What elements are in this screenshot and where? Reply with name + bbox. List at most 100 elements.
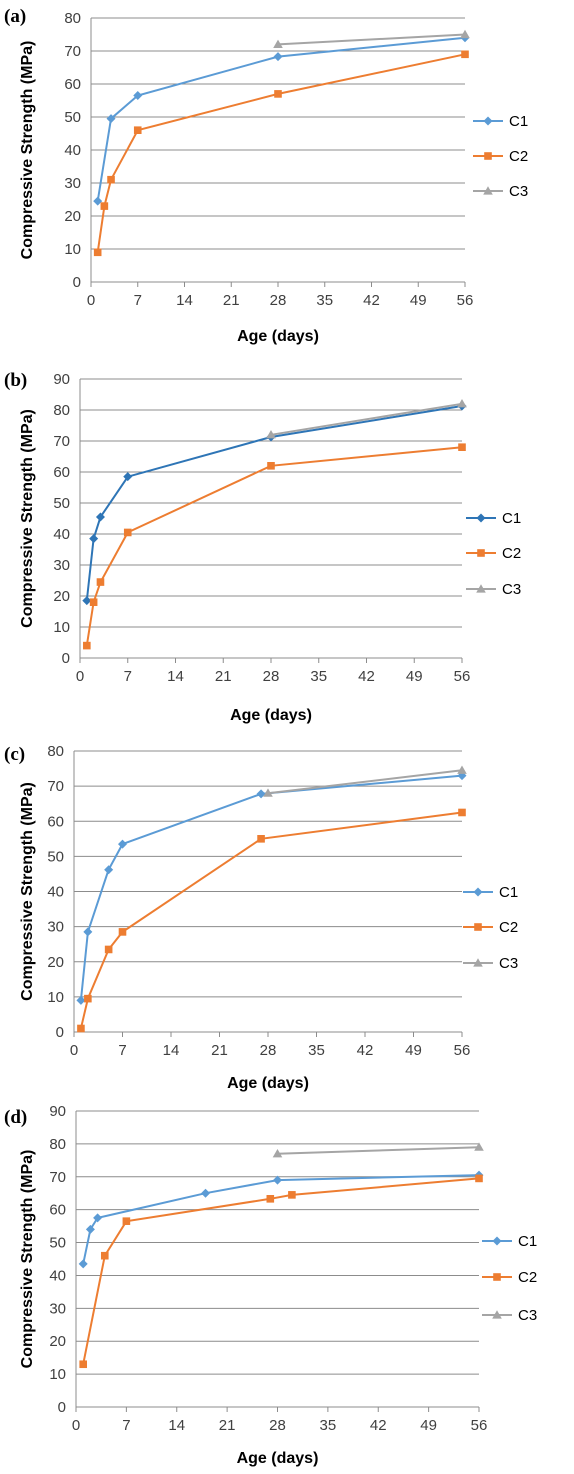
y-tick-label: 60: [64, 76, 81, 93]
y-tick-label: 80: [49, 1136, 66, 1153]
legend-label-c3: C3: [518, 1307, 537, 1324]
y-tick-label: 20: [53, 588, 70, 605]
y-tick-label: 10: [53, 619, 70, 636]
y-tick-label: 10: [47, 989, 64, 1006]
x-tick-label: 7: [122, 1417, 130, 1434]
panel-label: (a): [4, 6, 26, 27]
x-tick-label: 56: [457, 292, 474, 309]
y-tick-label: 80: [53, 402, 70, 419]
x-tick-label: 35: [310, 668, 327, 685]
legend-marker-c2: [474, 923, 482, 931]
x-tick-label: 7: [134, 292, 142, 309]
x-axis-title: Age (days): [237, 328, 319, 345]
data-point-c2: [475, 1174, 483, 1183]
data-point-c2: [267, 462, 275, 470]
x-tick-label: 35: [308, 1042, 325, 1059]
data-point-c2: [79, 1360, 87, 1369]
data-point-c1: [106, 114, 116, 124]
x-tick-label: 49: [405, 1042, 422, 1059]
data-point-c2: [100, 202, 109, 210]
data-point-c1: [118, 839, 127, 849]
data-point-c1: [95, 512, 105, 522]
legend-label-c1: C1: [518, 1233, 537, 1250]
legend-marker-c2: [484, 152, 492, 160]
series-line-c3: [267, 769, 463, 795]
x-tick-label: 0: [70, 1042, 78, 1059]
x-tick-label: 42: [357, 1042, 374, 1059]
x-tick-label: 49: [406, 668, 423, 685]
data-point-c1: [133, 91, 143, 101]
y-tick-label: 0: [58, 1399, 66, 1416]
y-tick-label: 90: [53, 371, 70, 388]
legend-marker-c2: [493, 1273, 501, 1281]
legend-label-c1: C1: [502, 510, 521, 527]
chart-panel-c: 0 10 20 30 40 50 60 70 80 0 7 14 21 28 35 42 49 56 (c) Age …: [0, 735, 574, 1095]
data-point-c2: [96, 578, 105, 586]
x-tick-label: 0: [72, 1417, 80, 1434]
series-line-c3: [270, 402, 463, 436]
x-tick-label: 14: [168, 1417, 185, 1434]
y-axis-title: Compressive Strength (MPa): [19, 409, 36, 628]
data-point-c3: [460, 29, 470, 39]
legend-marker-c3: [483, 186, 493, 195]
data-point-c1: [93, 1213, 103, 1223]
data-point-c2: [274, 90, 282, 98]
legend-marker-c1: [483, 116, 493, 126]
chart-b-svg: 0 10 20 30 40 50 60 70 80 90 0 7 14 21 28 35 42 49 56 (b) Ag…: [4, 370, 521, 724]
data-point-c1: [83, 927, 93, 937]
data-point-c1: [256, 789, 266, 799]
x-tick-label: 14: [176, 292, 193, 309]
data-point-c2: [107, 175, 115, 184]
data-point-c2: [458, 808, 466, 817]
data-point-c2: [133, 126, 142, 134]
series-line-c2: [79, 811, 463, 1029]
x-tick-label: 35: [320, 1417, 337, 1434]
data-point-c1: [273, 52, 283, 62]
y-tick-label: 10: [49, 1366, 66, 1383]
legend-label-c1: C1: [509, 113, 528, 130]
data-point-c2: [461, 50, 469, 59]
y-tick-label: 20: [47, 954, 64, 971]
chart-a-svg: 0 10 20 30 40 50 60 70 80 0 7 14 21 28 35 42 49 56 (a) Age …: [4, 6, 528, 345]
data-point-c2: [84, 994, 92, 1003]
series-line-c2: [82, 1177, 480, 1365]
y-tick-label: 50: [47, 848, 64, 865]
y-tick-label: 20: [64, 208, 81, 225]
x-tick-label: 56: [454, 1042, 471, 1059]
x-axis-title: Age (days): [237, 1450, 319, 1467]
y-axis-title: Compressive Strength (MPa): [19, 1150, 36, 1369]
x-tick-label: 28: [263, 668, 280, 685]
data-point-c2: [77, 1024, 85, 1033]
data-point-c3: [266, 430, 276, 439]
data-point-c3: [457, 399, 467, 408]
series-line-c2: [96, 53, 466, 253]
legend-marker-c3: [476, 584, 486, 593]
data-point-c1: [201, 1188, 211, 1198]
x-axis-title: Age (days): [230, 707, 312, 724]
legend-marker-c3: [473, 958, 483, 967]
y-tick-label: 0: [56, 1024, 64, 1041]
series-line-c1: [82, 1174, 480, 1265]
y-tick-label: 20: [49, 1333, 66, 1350]
x-tick-label: 14: [167, 668, 184, 685]
chart-panel-b: 0 10 20 30 40 50 60 70 80 90 0 7 14 21 28 35 42 49 56 (b) Ag…: [0, 362, 574, 730]
legend-label-c2: C2: [518, 1269, 537, 1286]
data-point-c1: [104, 865, 114, 875]
data-point-c2: [100, 1251, 109, 1260]
data-point-c2: [122, 1217, 131, 1225]
y-tick-label: 0: [62, 650, 70, 667]
data-point-c2: [288, 1191, 296, 1199]
series-line-c2: [85, 446, 463, 646]
x-tick-label: 42: [370, 1417, 387, 1434]
y-tick-label: 10: [64, 241, 81, 258]
y-tick-label: 40: [53, 526, 70, 543]
series-line-c3: [277, 33, 466, 46]
data-point-c2: [89, 598, 98, 606]
x-tick-label: 14: [163, 1042, 180, 1059]
x-tick-label: 42: [358, 668, 375, 685]
y-tick-label: 50: [53, 495, 70, 512]
data-point-c1: [93, 196, 103, 206]
data-point-c3: [273, 39, 283, 48]
data-point-c1: [123, 472, 133, 482]
panel-label: (c): [4, 744, 25, 765]
